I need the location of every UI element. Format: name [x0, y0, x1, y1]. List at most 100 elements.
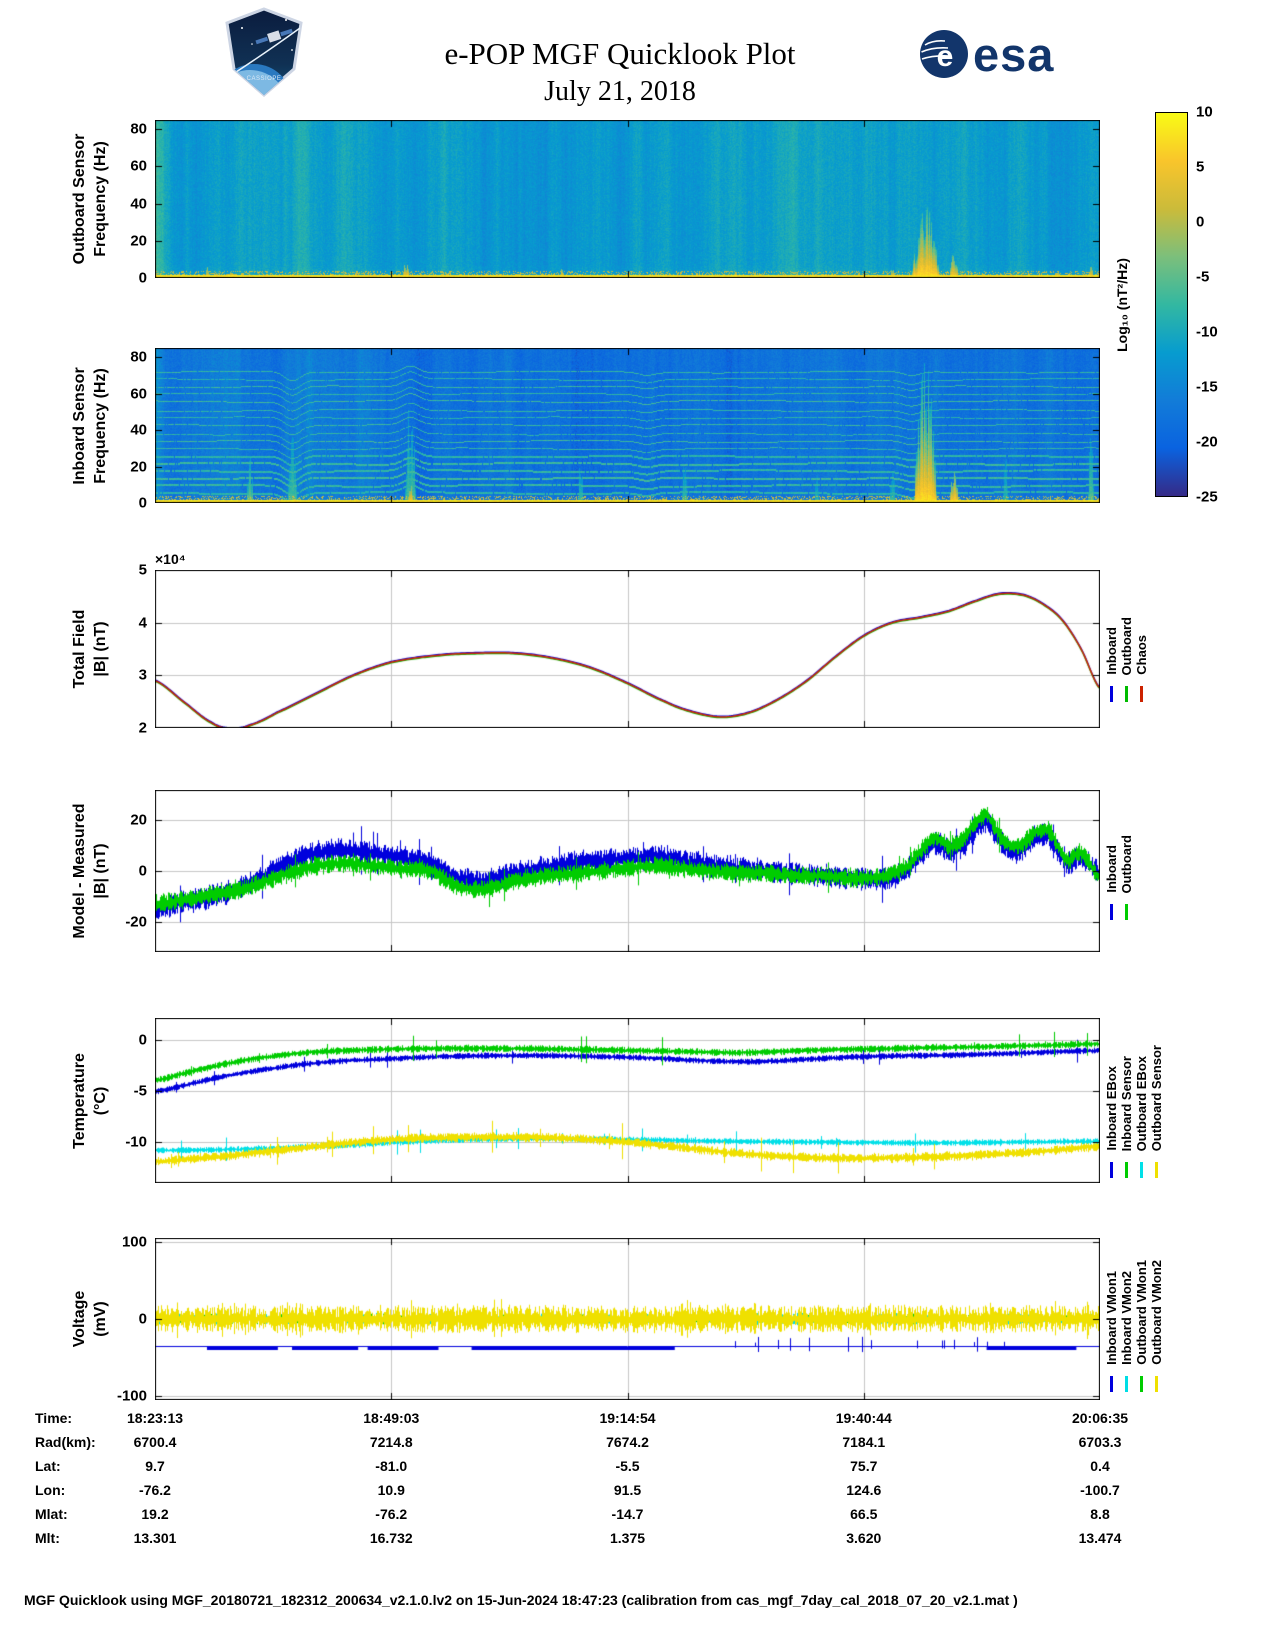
y-tick-label: 40: [130, 195, 147, 213]
legend-line-sample: [1155, 1376, 1158, 1392]
legend: Inboard Outboard Chaos: [1104, 570, 1149, 728]
y-tick-label: -5: [133, 1082, 147, 1100]
y-tick-label: 0: [138, 862, 147, 880]
colorbar-label: Log₁₀ (nT²/Hz): [1114, 258, 1130, 352]
ephemeris-value: 1.375: [609, 1530, 646, 1546]
y-tick-label: 80: [130, 348, 147, 366]
ephemeris-value: 3.620: [846, 1530, 882, 1546]
ephemeris-value: 75.7: [850, 1458, 878, 1474]
legend-label: Outboard VMon1: [1134, 1260, 1149, 1365]
ephemeris-value: -14.7: [611, 1506, 644, 1522]
colorbar-tick-label: -25: [1196, 488, 1218, 506]
colorbar: 10 5 0 -5 -10 -15 -20 -25: [1155, 104, 1275, 506]
ephemeris-value: 13.474: [1078, 1530, 1122, 1546]
colorbar-tick-label: -20: [1196, 433, 1218, 451]
esa-emblem-letter: e: [937, 40, 954, 73]
ephemeris-row-label: Time:: [35, 1410, 73, 1426]
panel-model-minus-measured: Model - Measured |B| (nT) -20 0 20 Inboard…: [0, 790, 1275, 952]
y-tick-label: 40: [130, 421, 147, 439]
legend-line-sample: [1125, 904, 1128, 920]
colorbar-tick-label: 5: [1196, 158, 1205, 176]
y-tick-label: 20: [130, 232, 147, 250]
legend-entry: Inboard: [1104, 790, 1119, 952]
y-tick-label: 20: [130, 458, 147, 476]
y-tick-label: 4: [138, 614, 147, 632]
legend-line-sample: [1110, 1162, 1113, 1178]
total-field-canvas: [155, 570, 1100, 728]
processing-note: MGF Quicklook using MGF_20180721_182312_…: [24, 1592, 1018, 1608]
legend-line-sample: [1125, 1162, 1128, 1178]
ephemeris-value: 16.732: [369, 1530, 413, 1546]
ephemeris-value: 8.8: [1090, 1506, 1110, 1522]
ephemeris-row-label: Lon:: [35, 1482, 66, 1498]
y-tick-label: 3: [138, 666, 147, 684]
colorbar-gradient: [1155, 112, 1188, 497]
legend: Inboard VMon1 Inboard VMon2 Outboard VMon1…: [1104, 1238, 1164, 1400]
outboard-spectrogram-canvas: [155, 120, 1100, 278]
ephemeris-value: 6703.3: [1078, 1434, 1122, 1450]
legend-entry: Inboard: [1104, 570, 1119, 728]
legend-label: Outboard VMon2: [1149, 1260, 1164, 1365]
legend-entry: Outboard: [1119, 790, 1134, 952]
ephemeris-value: 18:49:03: [363, 1410, 420, 1426]
ephemeris-row-label: Lat:: [35, 1458, 61, 1474]
legend-label: Inboard VMon2: [1119, 1271, 1134, 1365]
inboard-spectrogram-canvas: [155, 348, 1100, 503]
legend-line-sample: [1110, 686, 1113, 702]
legend-line-sample: [1110, 1376, 1113, 1392]
legend-entry: Chaos: [1134, 570, 1149, 728]
panel-outboard-spectrogram: Outboard Sensor Frequency (Hz) 0 20 40 60 80: [0, 120, 1275, 287]
cassiope-mission-patch: CASSIOPE: [225, 7, 303, 97]
legend-entry: Inboard VMon2: [1119, 1238, 1134, 1400]
y-axis-scale-label: ×10⁴: [155, 551, 186, 567]
legend-label: Outboard: [1119, 616, 1134, 676]
ephemeris-value: 20:06:35: [1071, 1410, 1129, 1426]
legend-label: Inboard: [1104, 845, 1119, 893]
ephemeris-value: 19.2: [141, 1506, 169, 1522]
legend-label: Chaos: [1134, 635, 1149, 675]
panel-inboard-spectrogram: Inboard Sensor Frequency (Hz) 0 20 40 60 80: [0, 348, 1275, 512]
y-tick-labels: -100 0 100: [0, 1233, 147, 1404]
y-tick-labels: 0 -5 -10: [0, 1018, 147, 1183]
y-tick-label: 2: [138, 719, 147, 737]
legend-line-sample: [1125, 686, 1128, 702]
legend: Inboard Outboard: [1104, 790, 1134, 952]
legend-entry: Inboard Sensor: [1119, 1018, 1134, 1183]
colorbar-tick-label: 0: [1196, 213, 1205, 231]
y-tick-label: 0: [138, 1310, 147, 1328]
y-tick-label: -10: [125, 1133, 147, 1151]
legend-entry: Inboard VMon1: [1104, 1238, 1119, 1400]
legend-label: Outboard: [1119, 834, 1134, 894]
temperature-canvas: [155, 1018, 1100, 1183]
ephemeris-value: 19:40:44: [835, 1410, 892, 1426]
legend-label: Inboard Sensor: [1119, 1055, 1134, 1151]
legend-line-sample: [1155, 1162, 1158, 1178]
voltage-canvas: [155, 1238, 1100, 1400]
y-tick-label: 20: [130, 811, 147, 829]
colorbar-tick-label: -10: [1196, 323, 1218, 341]
ephemeris-table: Time: 18:23:13 18:49:03 19:14:54 19:40:44 20:…: [0, 1406, 1275, 1556]
y-tick-labels: -20 0 20: [0, 790, 147, 952]
ephemeris-value: 19:14:54: [599, 1410, 656, 1426]
legend-entry: Inboard EBox: [1104, 1018, 1119, 1183]
legend-line-sample: [1140, 1162, 1143, 1178]
panel-temperature: Temperature (°C) 0 -5 -10 Inboard EBox Inbo…: [0, 1018, 1275, 1183]
patch-text: CASSIOPE: [247, 76, 282, 82]
legend-line-sample: [1140, 686, 1143, 702]
y-tick-labels: 0 20 40 60 80: [0, 120, 147, 287]
y-tick-label: 100: [121, 1233, 147, 1251]
legend-line-sample: [1140, 1376, 1143, 1392]
legend-label: Inboard VMon1: [1104, 1271, 1119, 1365]
legend-entry: Outboard: [1119, 570, 1134, 728]
esa-wordmark: esa: [973, 27, 1055, 81]
y-tick-label: 60: [130, 385, 147, 403]
ephemeris-value: 91.5: [613, 1482, 642, 1498]
page-title: e-POP MGF Quicklook Plot: [444, 36, 796, 71]
legend-entry: Outboard VMon2: [1149, 1238, 1164, 1400]
y-tick-label: 0: [138, 269, 147, 287]
colorbar-tick-label: -15: [1196, 378, 1218, 396]
ephemeris-value: 7214.8: [369, 1434, 413, 1450]
legend-label: Outboard EBox: [1134, 1055, 1149, 1151]
ephemeris-value: 6700.4: [133, 1434, 177, 1450]
